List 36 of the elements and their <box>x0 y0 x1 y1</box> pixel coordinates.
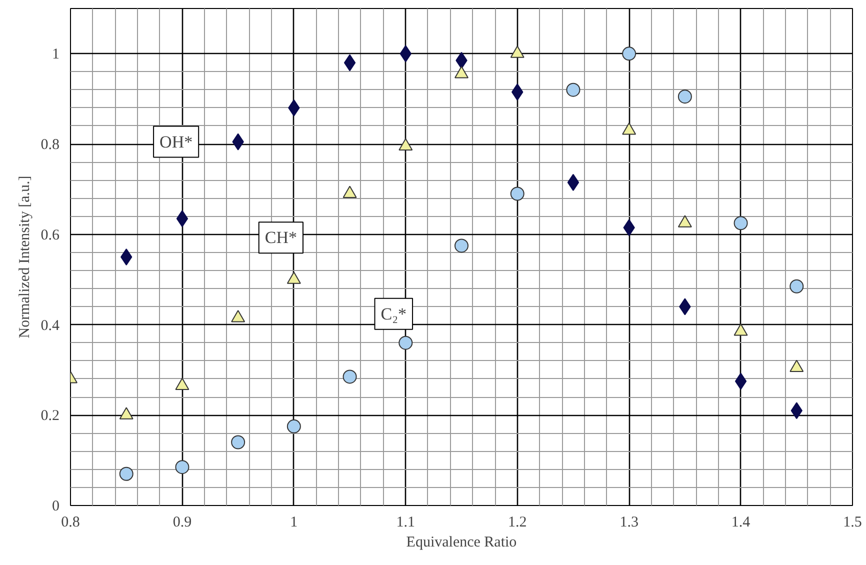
x-tick-label: 1.1 <box>396 514 416 530</box>
y-tick-label: 0.2 <box>40 408 60 424</box>
point <box>566 82 580 97</box>
point <box>286 419 301 434</box>
y-tick-label: 0 <box>52 498 60 514</box>
point <box>454 238 468 253</box>
point <box>342 370 357 384</box>
point <box>119 466 134 481</box>
point <box>510 186 524 201</box>
point <box>176 210 188 228</box>
point <box>567 174 580 191</box>
y-tick-label: 0.4 <box>40 318 60 334</box>
point <box>175 460 190 474</box>
point <box>398 336 413 350</box>
x-tick-label: 0.9 <box>172 514 192 530</box>
point <box>622 46 636 61</box>
x-tick-label: 1.5 <box>843 514 862 530</box>
point <box>120 248 132 266</box>
point <box>678 90 692 104</box>
series-label: C₂* <box>380 304 407 324</box>
y-tick-label: 1 <box>52 46 60 63</box>
x-tick-label: 1.4 <box>731 514 751 530</box>
y-axis-title: Normalized Intensity [a.u.] <box>16 176 33 338</box>
x-tick-label: 1.3 <box>620 514 638 530</box>
series-label: CH* <box>264 228 297 248</box>
x-tick-label: 1 <box>290 514 298 530</box>
y-tick-label: 0.8 <box>40 137 60 154</box>
point <box>790 279 804 294</box>
x-tick-label: 1.2 <box>508 514 527 530</box>
text: OH* <box>160 132 193 152</box>
y-tick-label: 0.6 <box>40 227 60 244</box>
point <box>734 216 748 230</box>
x-axis-title: Equivalence Ratio <box>406 534 517 550</box>
point <box>344 54 356 72</box>
point <box>734 372 747 390</box>
point <box>231 435 246 450</box>
